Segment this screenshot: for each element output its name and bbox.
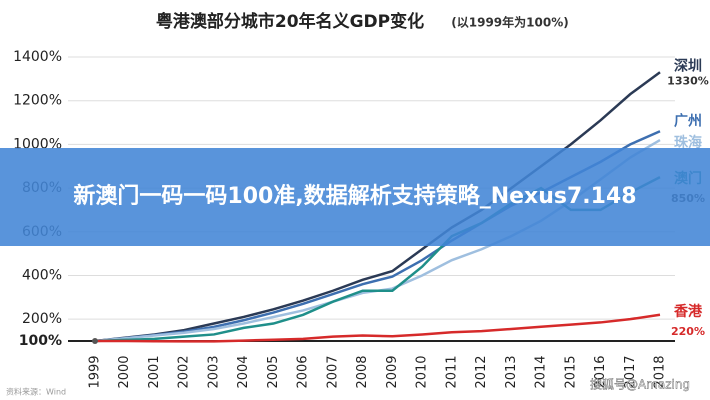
x-tick-label: 2004 (236, 355, 251, 388)
x-tick-label: 2008 (355, 355, 370, 388)
x-tick-label: 2018 (653, 355, 668, 388)
x-tick-label: 2017 (623, 355, 638, 388)
x-tick-label: 2009 (385, 355, 400, 388)
x-tick-label: 2001 (147, 355, 162, 388)
x-tick-label: 2015 (563, 355, 578, 388)
y-tick-label: 400% (22, 267, 62, 283)
value-label: 1330% (667, 74, 709, 87)
x-tick-label: 1999 (88, 355, 103, 388)
series-label: 香港 (673, 303, 703, 320)
y-tick-label: 100% (19, 333, 62, 349)
y-tick-label: 1200% (13, 93, 62, 109)
banner: 新澳门一码一码100准,数据解析支持策略_Nexus7.148 (0, 148, 710, 246)
watermark: 搜狐号@Amazing (590, 377, 690, 392)
x-tick-label: 2000 (117, 355, 132, 388)
x-tick-label: 2005 (266, 355, 281, 388)
series-label: 深圳 (674, 57, 702, 74)
x-tick-label: 2013 (504, 355, 519, 388)
series-label: 珠海 (674, 134, 702, 151)
x-tick-label: 2007 (325, 355, 340, 388)
x-tick-label: 2014 (534, 355, 549, 388)
chart-subtitle: (以1999年为100%) (451, 15, 568, 30)
chart-title: 粤港澳部分城市20年名义GDP变化 (156, 11, 424, 32)
x-tick-label: 2010 (415, 355, 430, 388)
x-tick-label: 2003 (206, 355, 221, 388)
x-tick-label: 2016 (593, 355, 608, 388)
x-tick-label: 2006 (296, 355, 311, 388)
source: 资料来源：Wind (6, 387, 66, 397)
origin-dot (92, 338, 98, 344)
series-label: 广州 (674, 112, 702, 129)
x-tick-label: 2002 (177, 355, 192, 388)
y-tick-label: 1400% (13, 49, 62, 65)
x-tick-label: 2012 (474, 355, 489, 388)
x-tick-label: 2011 (444, 355, 459, 388)
value-label: 220% (671, 325, 705, 338)
line (95, 313, 661, 343)
y-tick-label: 200% (22, 311, 62, 327)
